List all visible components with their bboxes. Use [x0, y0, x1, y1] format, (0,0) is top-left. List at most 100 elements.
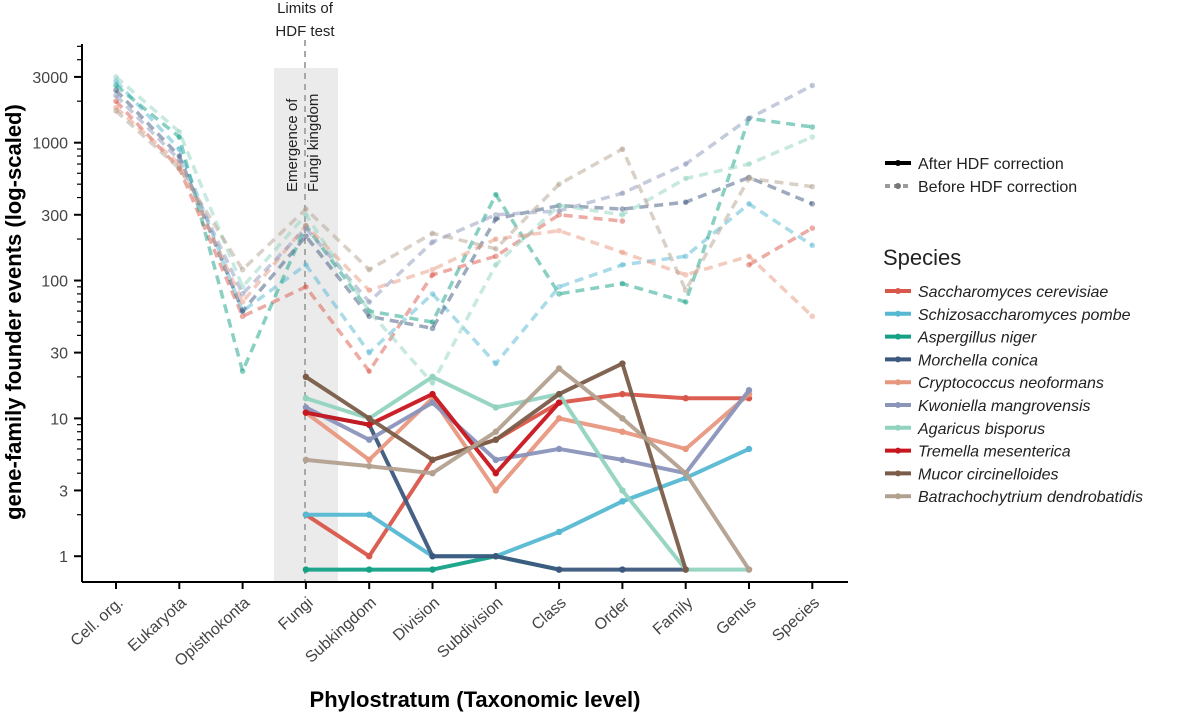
before-point — [429, 230, 436, 237]
before-point — [809, 82, 816, 89]
y-tick-label: 100 — [41, 274, 68, 291]
after-point — [555, 566, 563, 573]
after-point — [429, 566, 436, 573]
before-point — [682, 175, 689, 182]
x-tick-label: Subdivision — [434, 594, 506, 661]
legend-species-label: Agaricus bisporus — [917, 421, 1045, 438]
before-point — [556, 291, 562, 297]
after-point — [492, 470, 499, 477]
after-point — [745, 387, 753, 394]
after-point — [555, 390, 563, 398]
before-point — [619, 262, 626, 268]
legend-species-label: Tremella mesenterica — [918, 444, 1071, 461]
after-point — [555, 445, 563, 453]
after-point — [366, 456, 373, 464]
before-point — [176, 153, 183, 159]
legend-swatch-dot — [895, 379, 901, 386]
legend-before-label: Before HDF correction — [918, 179, 1077, 196]
x-axis-label: Phylostratum (Taxonomic level) — [310, 687, 641, 712]
before-point — [113, 74, 119, 80]
before-point — [493, 211, 499, 218]
before-point — [556, 181, 562, 187]
legend-swatch-dot — [895, 402, 901, 408]
legend-species-title: Species — [883, 245, 961, 270]
before-series-line — [114, 106, 814, 318]
legend-correction: After HDF correction Before HDF correcti… — [885, 156, 1077, 196]
after-point — [619, 360, 626, 367]
legend-species: Saccharomyces cerevisiae Schizosaccharomy… — [885, 284, 1143, 506]
before-point — [366, 266, 373, 273]
before-point — [493, 245, 499, 252]
after-point — [429, 399, 436, 406]
before-point — [809, 201, 816, 207]
after-point — [619, 428, 626, 435]
after-point — [492, 404, 499, 411]
before-point — [682, 253, 689, 260]
after-series-line — [305, 366, 751, 571]
legend-species-label: Aspergillus niger — [917, 330, 1037, 347]
after-point — [619, 487, 626, 494]
after-point — [745, 566, 753, 573]
after-point — [429, 456, 436, 464]
y-tick-label: 3 — [59, 483, 68, 500]
before-point — [746, 115, 752, 122]
after-point — [302, 404, 310, 411]
x-tick-label: Family — [650, 594, 696, 638]
after-point — [302, 409, 310, 416]
before-point — [239, 313, 246, 320]
after-series-line — [304, 392, 749, 559]
legend-swatch-dot — [895, 333, 901, 340]
after-point — [619, 390, 626, 398]
legend-swatch-dot — [895, 310, 901, 317]
before-point — [303, 262, 309, 268]
legend-species-label: Mucor circinelloides — [918, 466, 1059, 483]
emergence-label-line2: Fungi kingdom — [305, 94, 322, 192]
before-point — [303, 206, 309, 212]
before-point — [239, 284, 246, 290]
limits-label-line2: HDF test — [275, 23, 335, 40]
before-point — [619, 249, 626, 256]
before-point — [682, 161, 689, 167]
before-series-line — [748, 226, 814, 267]
before-point — [366, 299, 373, 305]
before-point — [113, 87, 119, 94]
before-point — [746, 262, 752, 268]
before-point — [682, 299, 689, 305]
before-point — [303, 211, 309, 218]
after-point — [555, 528, 563, 536]
after-series-line — [305, 447, 750, 559]
y-tick-label: 1000 — [32, 136, 68, 153]
legend-after-label: After HDF correction — [918, 156, 1064, 173]
before-series-line — [114, 79, 814, 366]
x-tick-label: Cell. org. — [68, 594, 127, 649]
after-point — [492, 456, 499, 464]
before-point — [746, 253, 752, 260]
limits-label-line1: Limits of — [277, 0, 334, 17]
y-tick-label: 1 — [59, 549, 68, 566]
after-point — [366, 421, 373, 428]
before-point — [556, 208, 562, 214]
before-point — [366, 308, 373, 314]
legend-swatch-dot — [895, 493, 901, 500]
after-point — [682, 566, 689, 573]
legend-before-dot — [895, 183, 901, 189]
after-point — [745, 445, 753, 453]
before-point — [619, 190, 626, 197]
before-point — [493, 253, 499, 260]
legend-swatch-dot — [895, 447, 901, 454]
x-tick-label: Class — [529, 594, 570, 633]
before-point — [809, 313, 816, 320]
after-point — [366, 566, 373, 573]
before-point — [239, 299, 246, 305]
legend-species-label: Morchella conica — [918, 352, 1038, 369]
after-point — [492, 436, 499, 443]
before-point — [746, 175, 752, 182]
x-tick-label: Division — [390, 594, 443, 644]
before-point — [113, 108, 119, 114]
after-point — [682, 470, 689, 477]
before-point — [429, 380, 436, 386]
after-point — [429, 553, 436, 560]
before-point — [682, 199, 689, 206]
before-point — [809, 225, 816, 231]
before-point — [366, 287, 373, 294]
